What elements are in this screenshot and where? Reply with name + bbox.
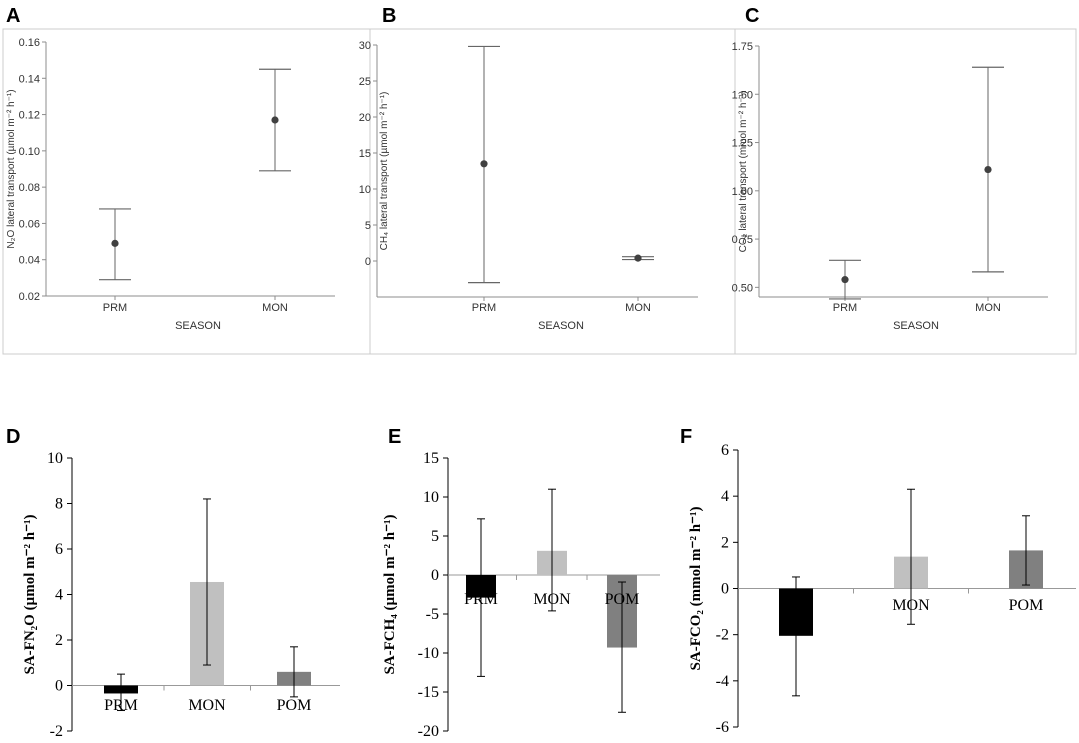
panel-e-y-tick-label: 10 [423,489,439,506]
panel-e-y-tick-label: -10 [418,645,439,662]
panel-b-y-axis-title: CH₄ lateral transport (µmol m⁻² h⁻¹) [379,92,390,251]
panel-d-category-label: MON [188,697,226,714]
panel-b-category-label: MON [625,302,651,314]
panel-c-y-tick-label: 0.75 [732,234,753,246]
panel-b-y-tick-label: 20 [359,112,371,124]
panel-e-category-label: MON [533,591,571,608]
panel-c-y-tick-label: 1.00 [732,186,753,198]
panel-a-y-tick-label: 0.14 [19,73,40,85]
panel-c-y-tick-label: 1.50 [732,89,753,101]
panel-c-point-prm [841,276,849,284]
panel-d-category-label: PRM [104,697,138,714]
panel-b-point-prm [480,160,488,168]
panel-label-f: F [680,426,692,448]
panel-b-y-tick-label: 25 [359,76,371,88]
panel-c-x-axis-title: SEASON [893,320,939,332]
panel-f-category-label: MON [892,597,930,614]
panel-f-y-tick-label: 0 [721,581,729,598]
panel-c-y-axis-title: CO₂ lateral transport (mmol m⁻² h⁻¹) [738,91,749,253]
panel-a-point-mon [271,116,279,124]
panel-b-y-tick-label: 10 [359,184,371,196]
panel-label-e: E [388,426,401,448]
panel-a-y-tick-label: 0.02 [19,291,40,303]
panel-f-y-tick-label: -2 [716,627,729,644]
panel-a-y-tick-label: 0.16 [19,37,40,49]
panel-a-y-tick-label: 0.10 [19,146,40,158]
panel-e-y-tick-label: -15 [418,684,439,701]
panel-a-frame [2,28,371,355]
panel-a-category-label: MON [262,302,288,314]
panel-b-y-tick-label: 15 [359,148,371,160]
panel-d-y-tick-label: 0 [55,678,63,695]
panel-label-d: D [6,426,20,448]
panel-b-frame [369,28,736,355]
panel-e-category-label: POM [605,591,640,608]
panel-e-y-axis-title: SA-FCH₄ (µmol m⁻² h⁻¹) [382,514,398,674]
panel-e-y-tick-label: 5 [431,528,439,545]
panel-d-y-tick-label: 6 [55,541,63,558]
panel-c-frame [734,28,1077,355]
panel-d-y-tick-label: 2 [55,632,63,649]
panel-label-a: A [6,5,20,27]
panel-e-y-tick-label: 0 [431,567,439,584]
panel-b-y-tick-label: 5 [365,220,371,232]
panel-b-y-tick-label: 0 [365,256,371,268]
panel-f-y-tick-label: 4 [721,488,729,505]
panel-a-point-prm [111,239,119,247]
panel-d-y-tick-label: -2 [50,723,63,740]
panel-f-y-axis-title: SA-FCO₂ (mmol m⁻² h⁻¹) [688,507,704,671]
panel-c-point-mon [984,165,992,174]
panel-c-category-label: PRM [833,302,857,314]
panel-f-y-tick-label: 2 [721,534,729,551]
panel-c-y-tick-label: 1.75 [732,41,753,53]
panel-d-category-label: POM [277,697,312,714]
panel-b-category-label: PRM [472,302,496,314]
panel-b-point-mon [634,254,642,262]
panel-b-x-axis-title: SEASON [538,320,584,332]
panel-f-y-tick-label: 6 [721,442,729,459]
panel-a-category-label: PRM [103,302,127,314]
panel-c-category-label: MON [975,302,1001,314]
panel-d-y-tick-label: 8 [55,496,63,513]
panel-d-y-tick-label: 4 [55,587,63,604]
panel-e-y-tick-label: -20 [418,723,439,740]
panel-a-x-axis-title: SEASON [175,320,221,332]
panel-f-y-tick-label: -4 [716,673,729,690]
panel-c-y-tick-label: 1.25 [732,138,753,150]
panel-a-y-axis-title: N₂O lateral transport (µmol m⁻² h⁻¹) [6,89,17,248]
panel-f-category-label: POM [1009,597,1044,614]
panel-e-category-label: PRM [464,591,498,608]
panel-a-y-tick-label: 0.08 [19,182,40,194]
panel-f-y-tick-label: -6 [716,719,729,736]
panel-label-b: B [382,5,396,27]
panel-d-y-axis-title: SA-FN₂O (µmol m⁻² h⁻¹) [22,514,38,674]
panel-a-y-tick-label: 0.12 [19,110,40,122]
panel-b-y-tick-label: 30 [359,40,371,52]
panel-label-c: C [745,5,759,27]
panel-a-y-tick-label: 0.06 [19,218,40,230]
panel-a-y-tick-label: 0.04 [19,255,40,267]
panel-d-y-tick-label: 10 [47,450,63,467]
panel-e-y-tick-label: 15 [423,450,439,467]
panel-c-y-tick-label: 0.50 [732,282,753,294]
panel-e-y-tick-label: -5 [426,606,439,623]
